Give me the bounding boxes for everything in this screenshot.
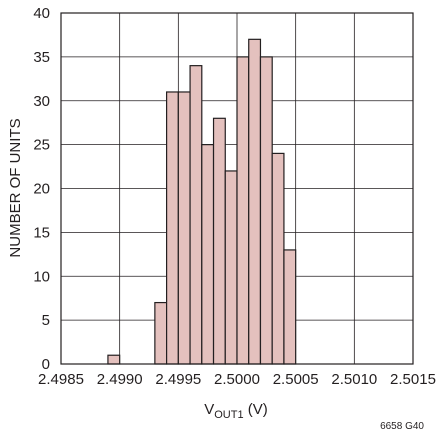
histogram-bar: [166, 91, 179, 365]
histogram-bar: [248, 38, 262, 365]
x-tick-label: 2.4985: [38, 371, 84, 388]
y-tick-label: 0: [42, 356, 50, 373]
x-axis-label-main: V: [204, 401, 214, 418]
y-tick-label: 25: [33, 137, 50, 154]
histogram-bar: [271, 152, 285, 365]
y-tick-label: 20: [33, 181, 50, 198]
histogram-bar: [236, 56, 250, 365]
x-tick-label: 2.5005: [273, 371, 319, 388]
y-axis-label: NUMBER OF UNITS: [7, 118, 24, 257]
x-axis-label-subscript: OUT1: [214, 409, 243, 421]
y-tick-label: 30: [33, 93, 50, 110]
y-tick-labels: 0 5 10 15 20 25 30 35 40: [33, 5, 50, 373]
plot-frame: [60, 12, 414, 365]
histogram-bar: [189, 65, 203, 365]
histogram-bar: [212, 117, 226, 365]
histogram-bar: [177, 91, 191, 365]
x-tick-label: 2.4995: [155, 371, 201, 388]
histogram-bar: [154, 301, 168, 365]
x-tick-label: 2.5015: [390, 371, 436, 388]
histogram-bar: [201, 144, 215, 365]
histogram-bar: [259, 56, 273, 365]
y-tick-label: 35: [33, 49, 50, 66]
y-tick-label: 10: [33, 268, 50, 285]
histogram-bar: [107, 354, 121, 365]
histogram-bar: [224, 170, 238, 365]
figure-id: 6658 G40: [380, 421, 424, 432]
y-tick-label: 5: [42, 312, 50, 329]
x-axis-label-unit: (V): [244, 401, 268, 418]
y-tick-label: 40: [33, 5, 50, 22]
x-tick-labels: 2.4985 2.4990 2.4995 2.5000 2.5005 2.5010 2.50…: [38, 371, 436, 388]
x-tick-label: 2.4990: [97, 371, 143, 388]
histogram-bar: [283, 249, 297, 365]
y-tick-label: 15: [33, 224, 50, 241]
x-tick-label: 2.5000: [214, 371, 260, 388]
bars: [107, 38, 297, 365]
x-axis-label: VOUT1 (V): [204, 401, 268, 421]
x-tick-label: 2.5010: [331, 371, 377, 388]
